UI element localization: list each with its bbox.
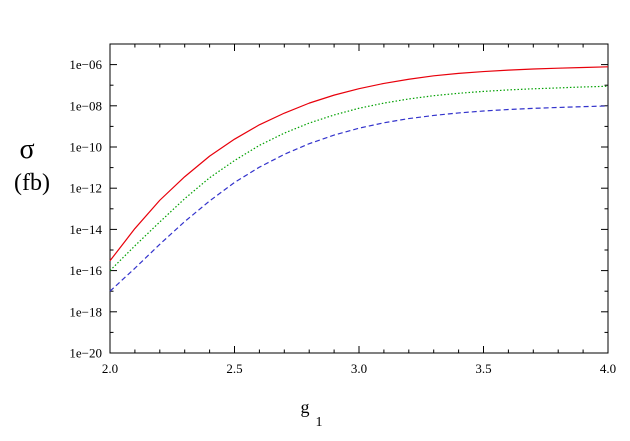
x-tick-label: 2.5 [226,361,242,376]
series-line-3 [109,105,609,292]
y-tick-label: 1e−06 [69,57,102,72]
y-tick-label: 1e−08 [69,98,102,113]
y-tick-label: 1e−18 [69,304,102,319]
x-axis-label: g [301,397,310,417]
y-axis-label: σ [19,134,34,165]
x-tick-label: 4.0 [600,361,616,376]
x-axis-label-subscript: 1 [316,415,323,430]
series-lines [109,66,609,292]
y-tick-label: 1e−14 [69,222,102,237]
series-line-2 [109,85,609,272]
y-tick-label: 1e−16 [69,263,102,278]
y-axis-unit: (fb) [14,170,50,196]
x-tick-label: 3.0 [351,361,367,376]
axis-ticks [109,43,609,354]
axis-tick-labels: 2.0 2.5 3.0 3.5 4.0 1e−20 1e−18 1e−16 1e−14 1e−12… [69,57,616,376]
y-tick-label: 1e−20 [69,346,102,361]
y-tick-label: 1e−12 [69,181,102,196]
x-tick-label: 2.0 [102,361,118,376]
x-tick-label: 3.5 [475,361,491,376]
series-line-1 [109,66,609,262]
y-tick-label: 1e−10 [69,140,102,155]
plot-frame [109,43,609,354]
